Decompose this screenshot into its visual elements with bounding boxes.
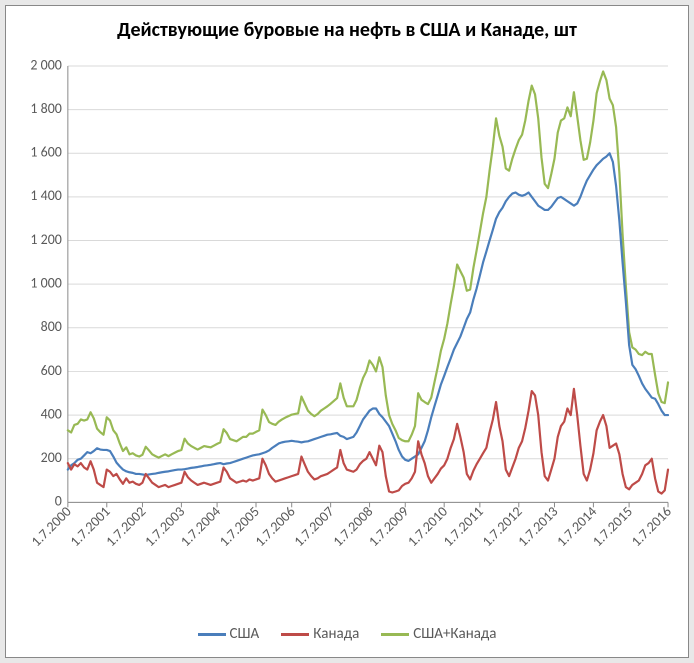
legend-item-canada: Канада: [281, 625, 359, 643]
x-tick-label: 1.7.2004: [177, 503, 224, 550]
x-tick-label: 1.7.2009: [365, 503, 412, 550]
legend-item-total: США+Канада: [381, 625, 496, 643]
y-tick-label: 1 800: [30, 100, 61, 117]
x-tick-label: 1.7.2015: [589, 503, 636, 550]
x-tick-label: 1.7.2013: [514, 503, 561, 550]
y-tick-label: 400: [41, 405, 62, 422]
legend-swatch: [281, 633, 309, 636]
legend: США Канада США+Канада: [6, 625, 688, 643]
legend-swatch: [381, 633, 409, 636]
legend-label: США+Канада: [413, 625, 496, 643]
x-tick-label: 1.7.2016: [628, 503, 675, 550]
y-tick-label: 1 200: [30, 231, 61, 248]
y-tick-label: 2 000: [30, 58, 61, 73]
plot-svg: 02004006008001 0001 2001 4001 6001 8002 …: [18, 58, 676, 597]
x-tick-label: 1.7.2002: [102, 503, 149, 550]
legend-label: США: [230, 625, 260, 643]
series-line-total: [68, 71, 668, 457]
x-tick-label: 1.7.2006: [252, 503, 299, 550]
chart-title: Действующие буровые на нефть в США и Кан…: [6, 18, 688, 42]
outer-frame: Действующие буровые на нефть в США и Кан…: [0, 0, 694, 663]
legend-item-usa: США: [198, 625, 260, 643]
y-tick-label: 200: [41, 449, 62, 466]
y-tick-label: 1 400: [30, 187, 61, 204]
y-tick-label: 600: [41, 362, 62, 379]
y-tick-label: 1 600: [30, 144, 61, 161]
series-line-canada: [68, 389, 668, 494]
legend-swatch: [198, 633, 226, 636]
legend-label: Канада: [313, 625, 359, 643]
x-tick-label: 1.7.2007: [290, 503, 337, 550]
chart-container: Действующие буровые на нефть в США и Кан…: [5, 5, 689, 658]
y-tick-label: 1 000: [30, 274, 61, 291]
x-tick-label: 1.7.2011: [440, 503, 487, 550]
y-tick-label: 800: [41, 318, 62, 335]
x-tick-label: 1.7.2000: [28, 503, 75, 550]
plot-area-wrap: 02004006008001 0001 2001 4001 6001 8002 …: [18, 58, 676, 597]
